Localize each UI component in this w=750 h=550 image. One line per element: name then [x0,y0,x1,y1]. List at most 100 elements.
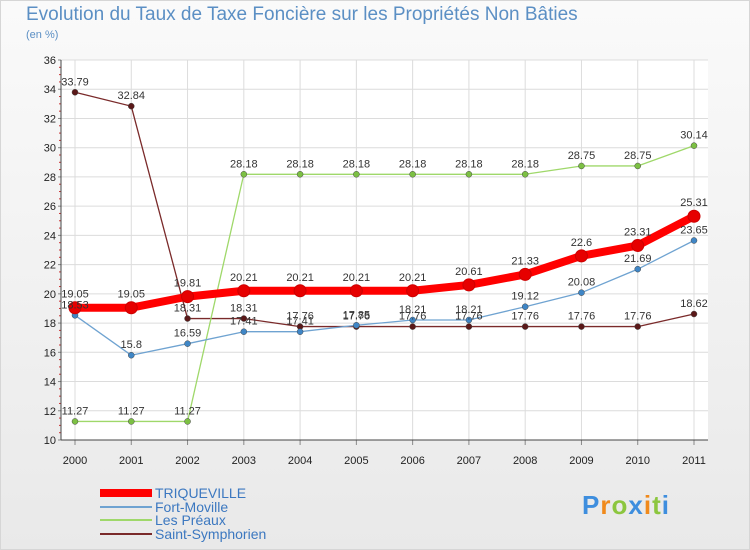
logo-letter: x [628,490,644,520]
data-point [687,209,701,223]
data-label: 32.84 [118,90,146,102]
data-label: 17.41 [286,316,314,328]
axes: 10 12 14 16 18 20 22 24 26 28 30 32 34 36 2000 2001 2002… [44,55,708,467]
data-point [349,284,363,298]
data-label: 20.21 [343,272,371,284]
y-tick-label: 36 [44,55,56,67]
x-tick-label: 2008 [513,455,537,467]
data-label: 17.85 [343,309,371,321]
legend-swatch [100,489,152,497]
data-point [578,323,585,330]
data-point [631,238,645,252]
data-label: 19.05 [118,289,146,301]
y-tick-label: 34 [44,84,56,96]
data-label: 11.27 [174,405,201,417]
data-point [574,249,588,263]
x-tick-label: 2004 [288,455,312,467]
data-label: 33.79 [61,76,89,88]
legend-label: Les Préaux [155,512,226,528]
data-label: 19.81 [174,278,202,290]
series-line-fort-moville [74,239,695,356]
data-point [634,265,641,273]
data-label: 21.33 [511,255,539,267]
data-label: 18.21 [455,304,483,316]
data-label: 22.6 [571,237,592,249]
data-point [409,323,416,330]
y-tick-label: 26 [44,201,56,213]
data-label: 28.18 [399,158,427,170]
data-point [521,323,529,330]
y-tick-label: 24 [44,230,56,242]
data-point [353,322,360,329]
data-point [690,310,698,318]
data-label: 19.12 [511,291,539,303]
x-tick-label: 2006 [400,455,424,467]
y-tick-label: 22 [44,260,56,272]
x-tick-label: 2010 [625,455,649,467]
data-point [296,171,304,178]
data-label: 23.65 [680,225,708,237]
data-point [184,418,191,425]
data-label: 28.75 [624,150,652,162]
data-point [184,315,191,322]
series-layer [68,89,701,425]
data-label: 28.18 [511,158,539,170]
data-point [68,301,82,315]
data-label: 18.31 [230,303,258,315]
data-label: 20.08 [568,277,596,289]
x-tick-label: 2003 [232,455,256,467]
y-tick-label: 18 [44,318,56,330]
data-label: 21.69 [624,253,652,265]
logo-letter: o [611,490,629,520]
data-point [465,323,473,330]
data-label: 18.21 [399,304,427,316]
data-label: 20.21 [230,272,258,284]
data-label: 17.76 [399,311,427,323]
x-tick-label: 2007 [457,455,481,467]
data-label: 17.76 [511,311,539,323]
legend-swatch [100,505,152,508]
data-point [128,351,135,359]
data-point [690,142,698,149]
data-point [578,289,585,296]
series-line-saint-symphorien [74,91,695,328]
x-tick-label: 2005 [344,455,368,467]
data-label: 28.18 [286,158,314,170]
data-point [71,89,79,96]
data-point [462,278,476,292]
data-label: 18.53 [61,299,89,311]
data-label: 15.8 [121,339,142,351]
logo-letter: r [600,490,612,520]
legend-label: TRIQUEVILLE [155,485,247,501]
data-point [353,171,360,178]
data-point [181,290,195,304]
data-label: 30.14 [680,130,708,142]
data-point [184,340,191,347]
data-point [237,284,251,298]
data-label: 28.18 [230,158,258,170]
logo-letter: i [643,490,653,520]
data-point [521,171,529,178]
legend-label: Saint-Symphorien [155,525,267,542]
data-label: 17.76 [343,311,371,323]
x-tick-label: 2000 [63,455,87,467]
data-point [406,284,420,298]
y-tick-label: 20 [44,289,56,301]
y-tick-label: 12 [44,406,56,418]
y-tick-label: 14 [44,377,56,389]
data-label: 28.18 [343,158,371,170]
data-label: 16.59 [174,328,202,340]
data-point [240,328,248,335]
logo-letter: i [661,490,670,520]
x-tick-label: 2002 [175,455,199,467]
chart-subtitle: (en %) [26,29,59,41]
data-point [409,316,416,324]
series-line-les préaux [74,144,695,423]
data-label: 17.41 [230,316,258,328]
x-tick-label: 2001 [119,455,143,467]
data-point [465,171,473,178]
y-tick-label: 10 [44,435,56,447]
data-point [634,323,641,330]
data-point [521,303,529,310]
